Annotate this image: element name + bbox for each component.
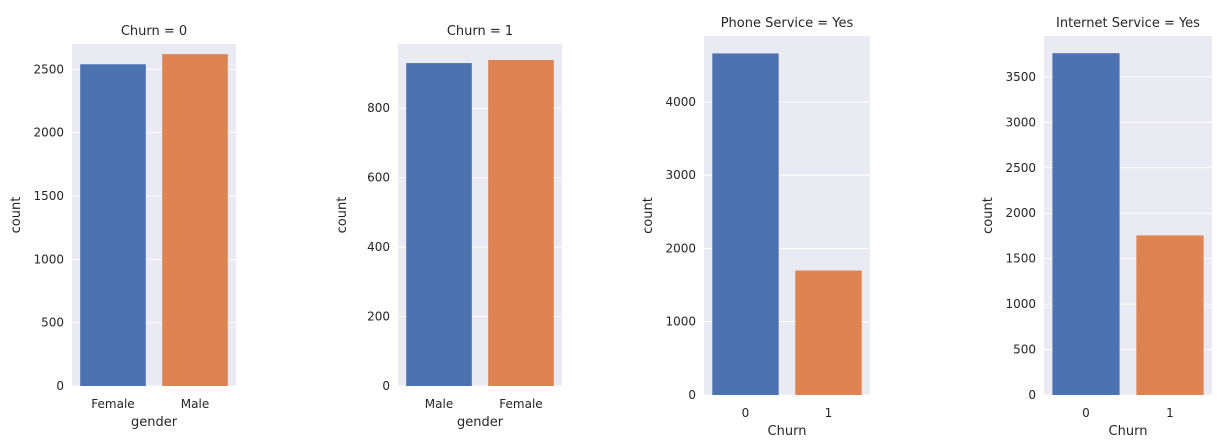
chart4-ylabel: count — [981, 197, 996, 234]
chart1-ytick-label: 1000 — [33, 252, 64, 266]
chart1-bar-female — [80, 64, 146, 387]
chart4-title: Internet Service = Yes — [1056, 16, 1200, 31]
chart3-bar-1 — [795, 270, 862, 395]
chart2-ytick-label: 600 — [367, 171, 390, 185]
chart1-xlabel: gender — [131, 415, 178, 430]
chart2-ytick-label: 200 — [367, 310, 390, 324]
chart3-ytick-label: 3000 — [665, 168, 696, 182]
chart4-ytick-label: 1500 — [1005, 252, 1036, 266]
chart1-ytick-label: 2500 — [33, 62, 64, 76]
chart1-xtick-label: Male — [181, 397, 209, 411]
chart4-ytick-label: 3000 — [1005, 115, 1036, 129]
chart2-bar-female — [488, 59, 554, 387]
chart3-ytick-label: 0 — [688, 388, 696, 402]
chart3-xtick-label: 0 — [742, 406, 750, 420]
chart2-ytick-label: 400 — [367, 240, 390, 254]
chart4-ytick-label: 500 — [1013, 343, 1036, 357]
chart1-xtick-label: Female — [91, 397, 134, 411]
chart4-bar-0 — [1052, 53, 1120, 396]
chart4-ytick-label: 1000 — [1005, 297, 1036, 311]
chart3-ylabel: count — [641, 197, 656, 234]
chart4-bar-1 — [1136, 235, 1204, 395]
chart2-ylabel: count — [335, 197, 350, 234]
chart2-xtick-label: Male — [425, 397, 453, 411]
chart1-ytick-label: 2000 — [33, 126, 64, 140]
chart2-bar-male — [406, 63, 472, 387]
chart2-xlabel: gender — [457, 415, 504, 430]
chart4-xtick-label: 0 — [1082, 406, 1090, 420]
chart4-ytick-label: 0 — [1028, 388, 1036, 402]
chart4-ytick-label: 2000 — [1005, 206, 1036, 220]
chart4-ytick-label: 3500 — [1005, 70, 1036, 84]
chart1-ytick-label: 500 — [41, 316, 64, 330]
chart1-bar-male — [162, 54, 228, 387]
chart3-xtick-label: 1 — [825, 406, 833, 420]
chart3-xlabel: Churn — [768, 424, 807, 439]
chart1-ytick-label: 0 — [56, 379, 64, 393]
chart3-ytick-label: 4000 — [665, 95, 696, 109]
chart4-xlabel: Churn — [1109, 424, 1148, 439]
chart2-ytick-label: 800 — [367, 101, 390, 115]
chart1-ytick-label: 1500 — [33, 189, 64, 203]
chart4-xtick-label: 1 — [1166, 406, 1174, 420]
chart1-title: Churn = 0 — [121, 24, 187, 39]
chart4-ytick-label: 2500 — [1005, 161, 1036, 175]
chart3-ytick-label: 1000 — [665, 315, 696, 329]
chart3-title: Phone Service = Yes — [721, 16, 854, 31]
chart2-xtick-label: Female — [499, 397, 542, 411]
chart3-bar-0 — [712, 53, 779, 396]
chart1-ylabel: count — [9, 197, 24, 234]
chart2-title: Churn = 1 — [447, 24, 513, 39]
chart2-ytick-label: 0 — [382, 379, 390, 393]
chart3-ytick-label: 2000 — [665, 241, 696, 255]
